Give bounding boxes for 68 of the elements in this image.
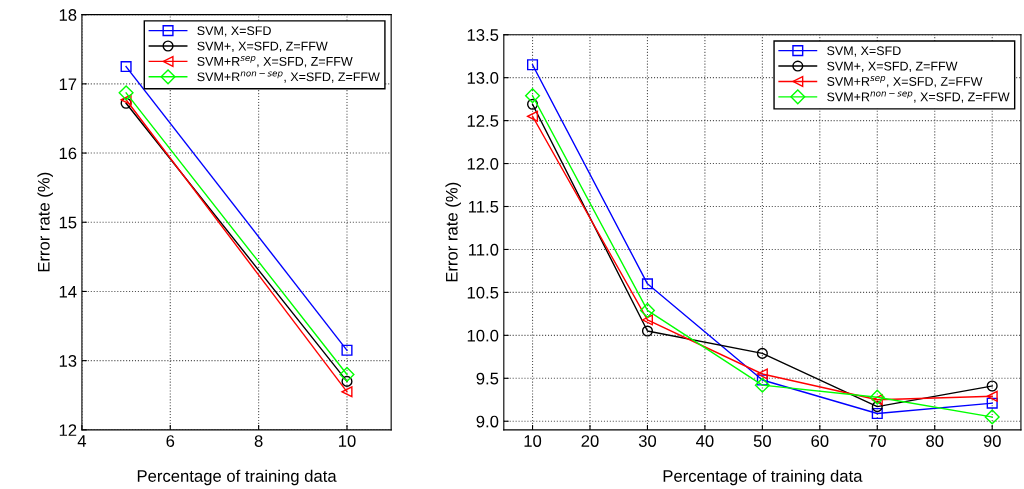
x-tick-label: 50 [753,435,771,447]
point [871,394,883,406]
y-tick-label: 12.5 [467,115,499,127]
point [756,374,768,386]
y-tick-label: 13.5 [467,29,499,41]
point [524,88,541,104]
y-tick-label: 14 [59,286,77,298]
point [986,390,998,402]
legend-label: SVM+R$^{sep}$, X=SFD, Z=FFW [827,76,983,88]
point [871,407,883,420]
legend-label: SVM, X=SFD [197,26,271,37]
x-tick-label: 8 [254,435,263,447]
legend-label: SVM+R$^{sep}$, X=SFD, Z=FFW [197,56,353,68]
y-tick-label: 9.0 [476,415,499,428]
x-tick-label: 60 [811,435,829,447]
point [118,85,134,101]
y-tick-label: 13.0 [467,72,499,84]
point [341,344,353,356]
x-tick-label: 70 [868,435,886,447]
y-axis-title: Error rate (%) [445,182,461,282]
point [756,347,768,359]
y-tick-label: 11.5 [469,201,499,213]
point [526,98,539,110]
y-tick-label: 12.0 [467,157,499,170]
x-tick-label: 10 [524,435,542,447]
x-tick-label: 10 [338,435,356,447]
x-tick-label: 30 [638,435,657,447]
point [641,314,654,326]
point [341,386,353,398]
point [341,375,353,387]
y-tick-label: 18 [59,9,77,21]
y-tick-label: 9.5 [476,372,499,385]
point [526,110,539,122]
y-axis-title: Error rate (%) [37,172,53,272]
point [120,61,132,73]
point [754,377,770,393]
legend-label: SVM+R$^{non−sep}$, X=SFD, Z=FFW [827,91,1010,103]
y-tick-label: 11.0 [469,243,499,256]
legend-label: SVM+, X=SFD, Z=FFW [827,61,958,73]
point [641,325,654,337]
x-tick-label: 6 [166,435,175,447]
x-axis-title: Percentage of training data [137,469,337,486]
x-tick-label: 80 [926,435,944,447]
legend-label: SVM, X=SFD [827,46,901,57]
legend-label: SVM+R$^{non−sep}$, X=SFD, Z=FFW [197,71,380,83]
point [984,409,1000,425]
point [756,368,768,380]
x-tick-label: 20 [581,435,599,447]
y-tick-label: 10.5 [467,286,499,299]
point [869,389,885,405]
y-tick-label: 13 [59,355,77,367]
x-tick-label: 90 [983,435,1001,447]
y-tick-label: 17 [59,78,77,90]
point [986,380,998,392]
x-tick-label: 4 [77,435,87,447]
y-tick-label: 10.0 [467,329,499,342]
point [986,397,998,409]
point [526,59,539,71]
point [641,278,654,290]
x-axis-title: Percentage of training data [663,469,863,486]
y-tick-label: 12 [59,424,77,436]
y-tick-label: 16 [59,147,77,160]
point [871,401,883,413]
legend-label: SVM+, X=SFD, Z=FFW [197,41,328,52]
y-tick-label: 15 [59,216,77,229]
point [639,302,656,319]
x-tick-label: 40 [696,435,714,447]
point [339,366,355,383]
